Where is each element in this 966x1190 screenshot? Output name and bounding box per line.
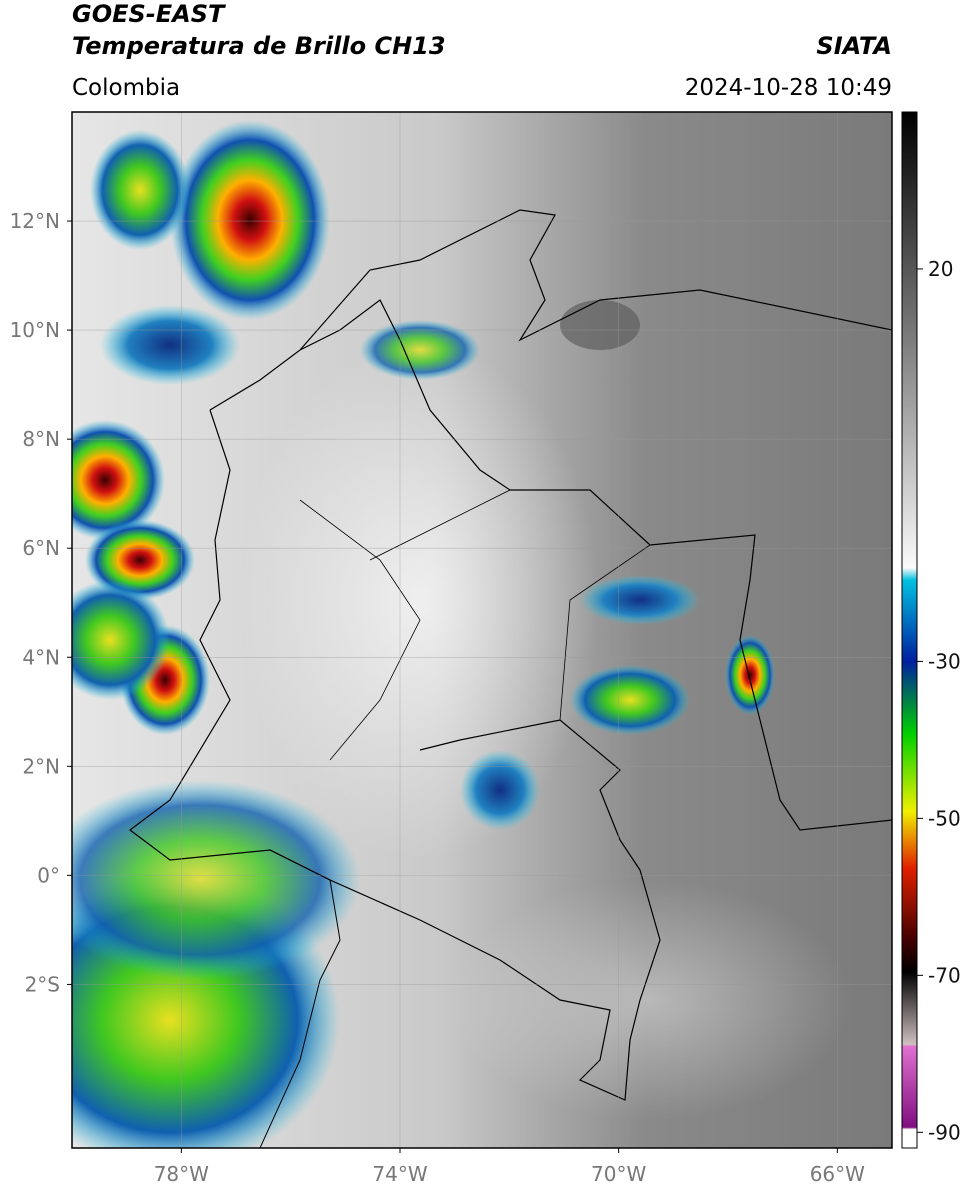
subtitle: Temperatura de Brillo CH13 <box>72 32 446 60</box>
lon-tick-label: 78°W <box>154 1162 209 1186</box>
axes: 78°W 74°W 70°W 66°W 12°N 10°N 8°N 6°N 4°N 2°N 0° 2°… <box>10 209 961 1186</box>
colorbar-tick-label: 20 <box>928 257 953 281</box>
colorbar <box>901 111 918 1149</box>
graticule <box>72 112 892 1148</box>
datetime: 2024-10-28 10:49 <box>685 75 892 101</box>
lon-tick-label: 66°W <box>810 1162 865 1186</box>
lon-tick-label: 70°W <box>591 1162 646 1186</box>
colorbar-tick-label: -90 <box>928 1120 961 1144</box>
lat-tick-label: 10°N <box>10 318 60 342</box>
lat-tick-label: 8°N <box>22 427 60 451</box>
lat-tick-label: 2°S <box>25 972 60 996</box>
lat-tick-label: 6°N <box>22 536 60 560</box>
lat-tick-label: 12°N <box>10 209 60 233</box>
lat-tick-label: 2°N <box>22 754 60 778</box>
colorbar-tick-label: -50 <box>928 806 961 830</box>
lat-tick-label: 0° <box>37 863 60 887</box>
map-image <box>72 112 892 1148</box>
lon-tick-label: 74°W <box>372 1162 427 1186</box>
colorbar-tick-label: -30 <box>928 649 961 673</box>
source: SIATA <box>816 32 892 60</box>
colorbar-tick-label: -70 <box>928 963 961 987</box>
title: GOES-EAST <box>72 0 226 28</box>
region: Colombia <box>72 75 180 101</box>
lat-tick-label: 4°N <box>22 645 60 669</box>
map-frame <box>71 111 893 1149</box>
